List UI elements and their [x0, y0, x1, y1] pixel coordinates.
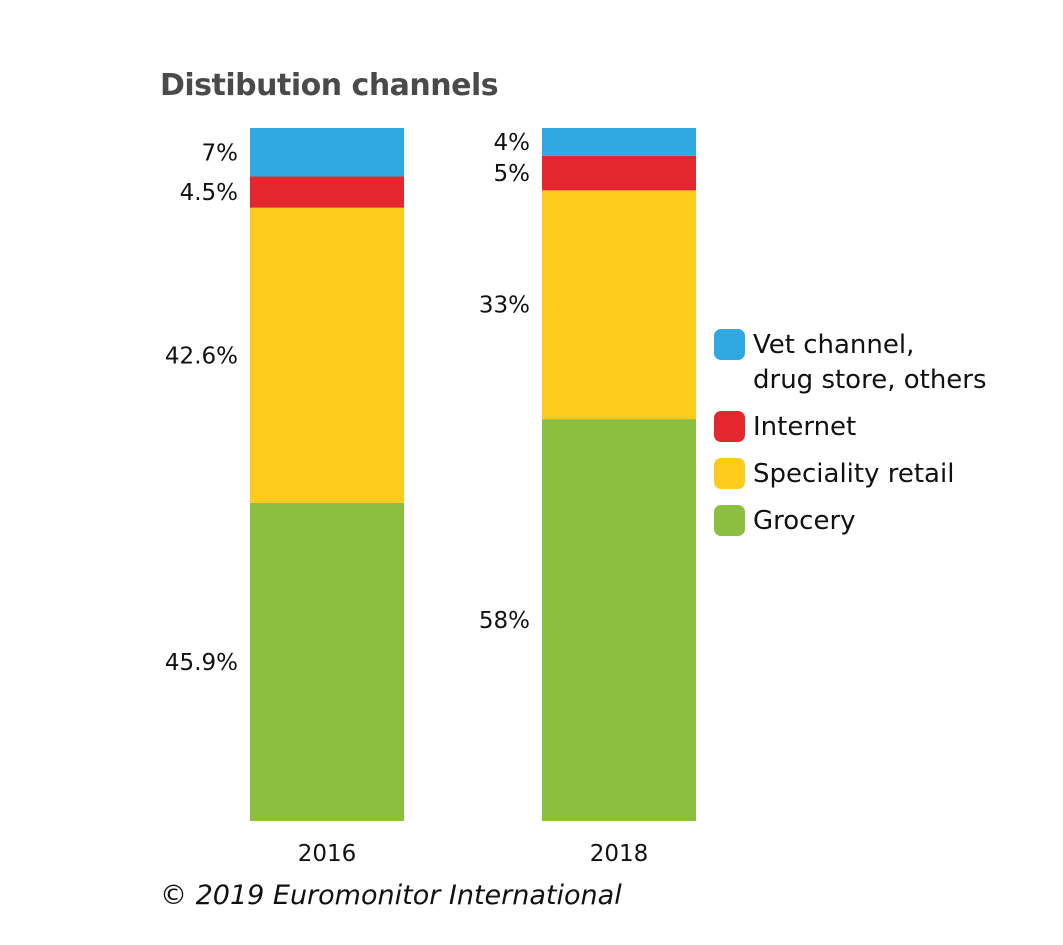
legend-label-vet: Vet channel, drug store, others [753, 330, 987, 395]
legend-item-internet: Internet [714, 410, 987, 445]
bar-segment-2018-1 [542, 190, 696, 420]
bar-segment-2016-0 [250, 502, 404, 821]
legend-item-speciality: Speciality retail [714, 457, 987, 492]
data-label-2018-3: 4% [494, 130, 531, 156]
legend-label-speciality: Speciality retail [753, 459, 955, 489]
bar-segment-2016-3 [250, 128, 404, 177]
bar-segment-2018-0 [542, 419, 696, 821]
legend-item-vet: Vet channel, drug store, others [714, 328, 987, 398]
legend-swatch-internet [714, 411, 745, 442]
data-label-2016-1: 42.6% [165, 343, 238, 369]
data-label-2016-3: 7% [202, 140, 239, 166]
legend-swatch-vet [714, 329, 745, 360]
legend-item-grocery: Grocery [714, 504, 987, 539]
copyright-footer: © 2019 Euromonitor International [160, 880, 622, 911]
bar-segment-2016-1 [250, 207, 404, 503]
legend-label-grocery: Grocery [753, 506, 856, 536]
x-tick-label-2016: 2016 [298, 841, 357, 867]
bar-segment-2018-2 [542, 155, 696, 191]
legend-swatch-speciality [714, 458, 745, 489]
data-label-2016-2: 4.5% [180, 180, 238, 206]
data-label-2018-0: 58% [479, 608, 530, 634]
x-tick-label-2018: 2018 [590, 841, 649, 867]
chart-title: Distibution channels [160, 68, 499, 103]
data-label-2018-2: 5% [494, 161, 531, 187]
legend-swatch-grocery [714, 505, 745, 536]
legend: Vet channel, drug store, others Internet… [714, 328, 987, 551]
data-label-2016-0: 45.9% [165, 650, 238, 676]
legend-label-internet: Internet [753, 412, 857, 442]
data-label-2018-1: 33% [479, 293, 530, 319]
bar-segment-2016-2 [250, 176, 404, 208]
bar-segment-2018-3 [542, 128, 696, 156]
